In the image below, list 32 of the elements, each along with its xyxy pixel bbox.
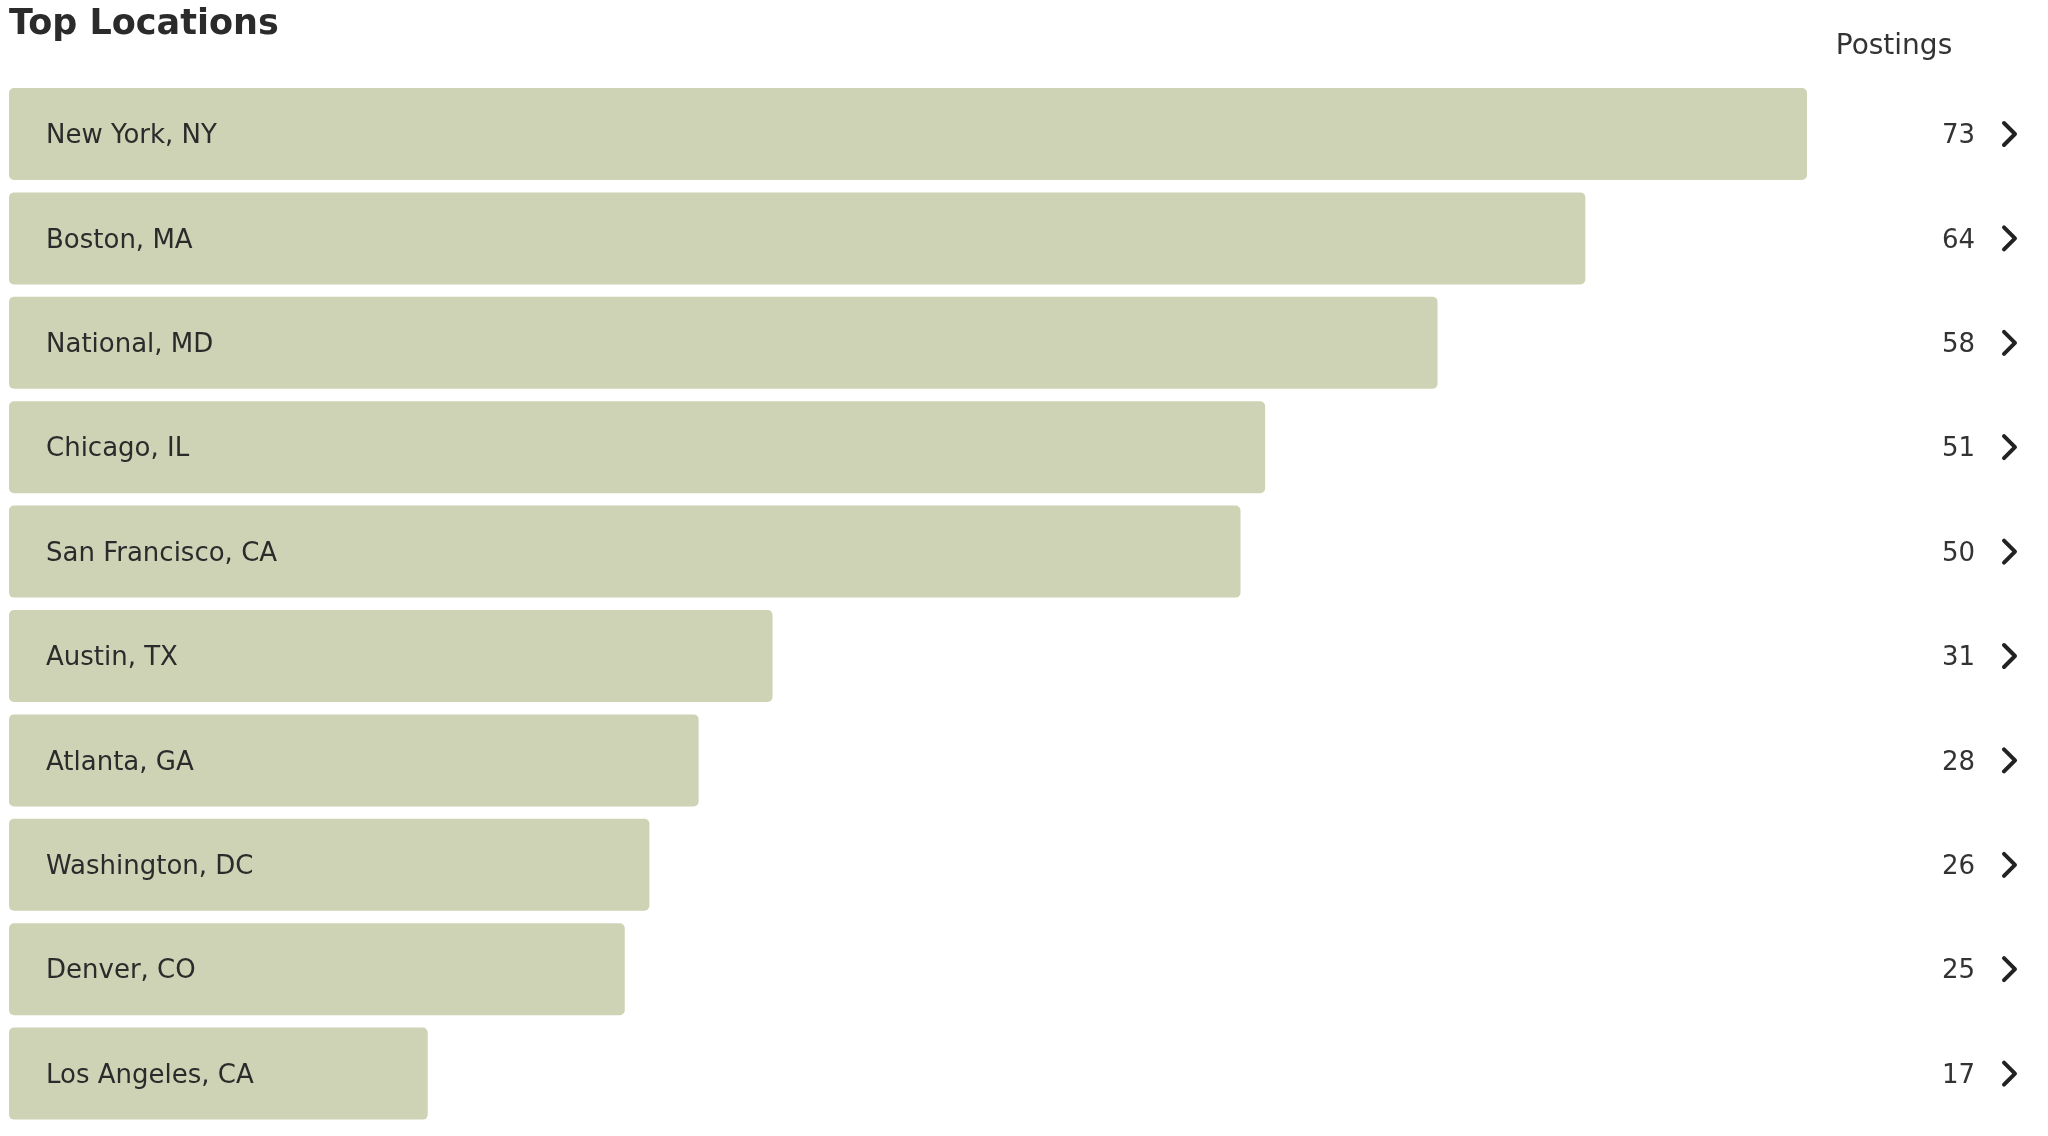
data-label: 50 — [1941, 536, 1975, 567]
data-label: 73 — [1941, 119, 1975, 150]
bar — [9, 818, 650, 911]
bar — [9, 296, 1438, 389]
x-axis-title: Postings — [1835, 28, 1953, 61]
data-label: 25 — [1941, 954, 1975, 985]
data-label: 31 — [1941, 641, 1975, 672]
y-tick-label: Austin, TX — [46, 641, 178, 672]
data-label: 26 — [1941, 849, 1975, 880]
data-label: 64 — [1941, 223, 1975, 254]
y-tick-label: Chicago, IL — [46, 432, 190, 463]
y-tick-label: National, MD — [46, 327, 214, 358]
bar — [9, 88, 1807, 180]
data-label: 28 — [1941, 745, 1975, 776]
bar — [9, 610, 773, 702]
y-tick-label: Denver, CO — [46, 954, 196, 985]
data-label: 17 — [1941, 1058, 1975, 1089]
y-tick-label: Boston, MA — [46, 223, 193, 254]
bar — [9, 1027, 428, 1120]
y-tick-label: Los Angeles, CA — [46, 1058, 254, 1089]
data-label: 58 — [1941, 327, 1975, 358]
chart-title: Top Locations — [9, 2, 279, 42]
bar — [9, 714, 699, 807]
bar — [9, 923, 625, 1016]
bar — [9, 401, 1266, 494]
y-tick-label: San Francisco, CA — [46, 536, 278, 567]
y-tick-label: Washington, DC — [46, 849, 254, 880]
bar — [9, 505, 1241, 598]
data-label: 51 — [1941, 432, 1975, 463]
bar — [9, 192, 1586, 285]
y-tick-label: New York, NY — [46, 119, 218, 150]
y-tick-label: Atlanta, GA — [46, 745, 194, 776]
